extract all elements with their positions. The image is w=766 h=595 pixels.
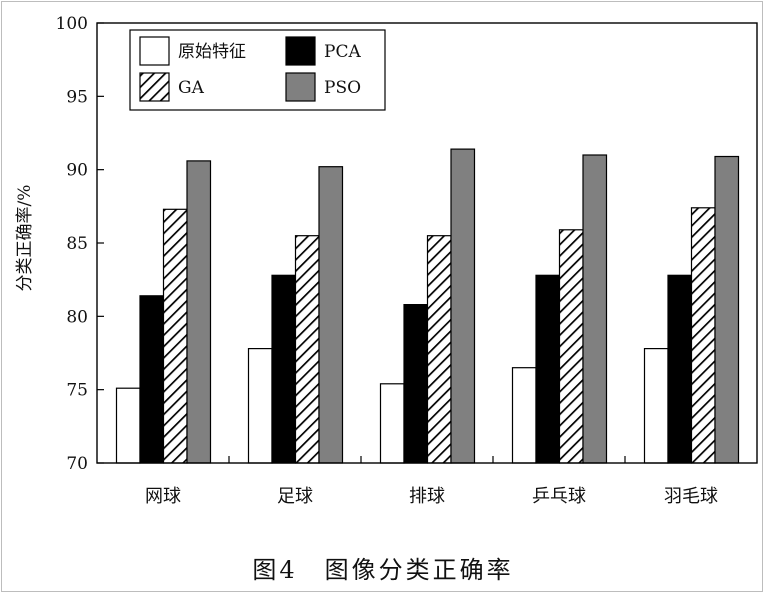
bar-PSO-乒乓球 bbox=[582, 154, 608, 464]
figure-caption: 图4 图像分类正确率 bbox=[252, 556, 513, 584]
category-labels-layer: 网球 足球 排球 乒乓球 羽毛球 bbox=[145, 486, 718, 507]
y-tick-label-95: 95 bbox=[66, 87, 88, 107]
bar-PCA-排球 bbox=[403, 304, 429, 464]
category-label-网球: 网球 bbox=[145, 486, 181, 507]
bar-原始特征-羽毛球 bbox=[643, 348, 669, 464]
bar-PSO-足球 bbox=[318, 166, 344, 464]
legend-label-PSO: PSO bbox=[324, 78, 361, 98]
bar-GA-网球 bbox=[162, 208, 188, 464]
bar-原始特征-排球 bbox=[379, 383, 405, 464]
bar-原始特征-乒乓球 bbox=[511, 367, 537, 464]
legend-label-GA: GA bbox=[178, 78, 205, 98]
bar-GA-羽毛球 bbox=[690, 207, 716, 464]
bar-PCA-足球 bbox=[271, 274, 297, 464]
bar-PCA-网球 bbox=[139, 295, 165, 464]
bar-PCA-乒乓球 bbox=[535, 274, 561, 464]
y-tick-label-80: 80 bbox=[66, 307, 88, 327]
bar-原始特征-网球 bbox=[115, 387, 141, 464]
bar-GA-乒乓球 bbox=[558, 229, 584, 464]
legend-label-原始特征: 原始特征 bbox=[178, 42, 246, 62]
bar-GA-排球 bbox=[426, 235, 452, 464]
y-tick-label-70: 70 bbox=[66, 454, 88, 474]
category-label-足球: 足球 bbox=[277, 486, 313, 507]
category-label-乒乓球: 乒乓球 bbox=[532, 486, 586, 507]
y-axis-title: 分类正确率/% bbox=[15, 185, 35, 292]
bar-PSO-网球 bbox=[186, 160, 212, 464]
legend-swatch-PSO bbox=[285, 72, 316, 102]
y-tick-label-90: 90 bbox=[66, 161, 88, 181]
legend-swatch-原始特征 bbox=[139, 36, 170, 66]
legend-box bbox=[129, 29, 386, 111]
legend: 原始特征 PCA GA PSO bbox=[129, 29, 386, 111]
y-tick-label-100: 100 bbox=[56, 14, 88, 34]
legend-swatch-PCA bbox=[285, 36, 316, 66]
category-label-排球: 排球 bbox=[409, 486, 445, 507]
legend-label-PCA: PCA bbox=[324, 42, 361, 62]
bar-原始特征-足球 bbox=[247, 348, 273, 464]
axes-layer bbox=[96, 22, 758, 464]
bar-GA-足球 bbox=[294, 235, 320, 464]
bars-layer bbox=[115, 148, 740, 464]
legend-swatch-GA bbox=[139, 72, 170, 102]
bar-PCA-羽毛球 bbox=[667, 274, 693, 464]
bar-PSO-羽毛球 bbox=[714, 155, 740, 464]
y-tick-label-85: 85 bbox=[66, 234, 88, 254]
bar-PSO-排球 bbox=[450, 148, 476, 464]
y-tick-label-75: 75 bbox=[66, 381, 88, 401]
category-label-羽毛球: 羽毛球 bbox=[664, 486, 718, 507]
tick-labels-layer: 70 75 80 85 90 95 100 bbox=[56, 14, 88, 474]
